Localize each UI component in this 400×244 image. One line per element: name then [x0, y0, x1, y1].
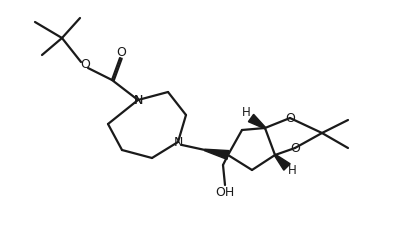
Text: N: N: [133, 93, 143, 106]
Polygon shape: [274, 154, 290, 170]
Polygon shape: [248, 114, 266, 129]
Text: N: N: [133, 93, 143, 106]
Text: H: H: [242, 106, 250, 120]
Text: O: O: [116, 45, 126, 59]
Text: O: O: [285, 112, 295, 124]
Text: OH: OH: [215, 185, 235, 199]
Text: N: N: [173, 135, 183, 149]
Polygon shape: [205, 149, 229, 159]
Text: O: O: [80, 59, 90, 71]
Text: O: O: [290, 142, 300, 154]
Text: H: H: [288, 163, 296, 176]
